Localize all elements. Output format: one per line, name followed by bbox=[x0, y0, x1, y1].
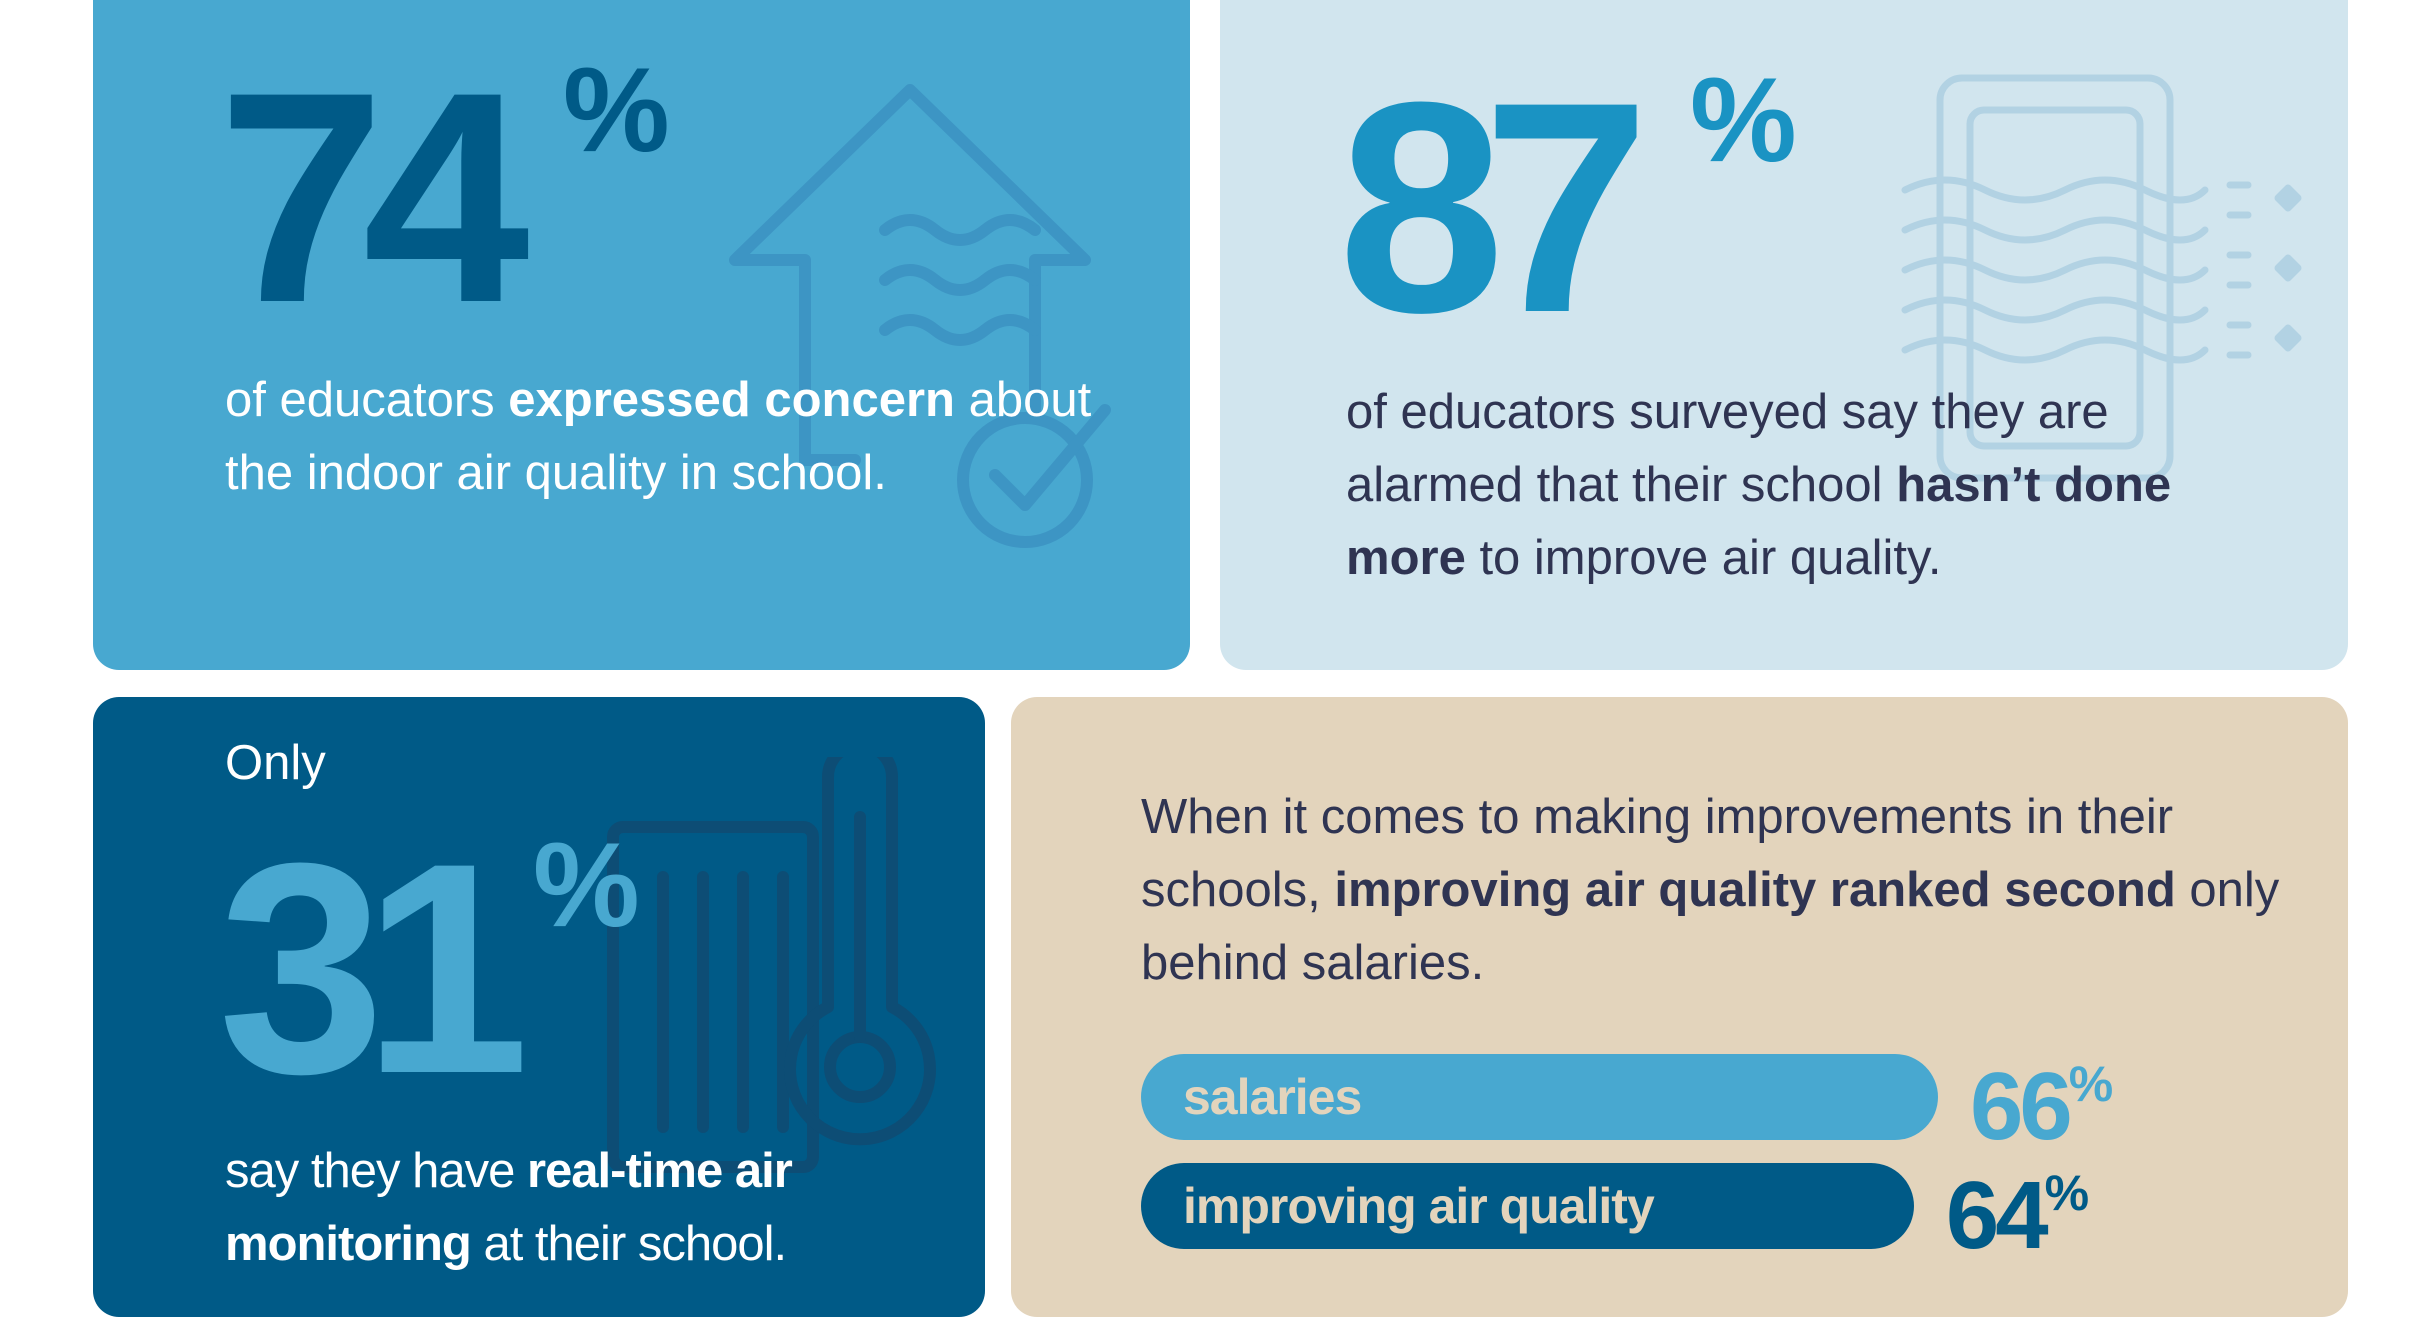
percent-sign: % bbox=[563, 43, 670, 177]
percent-sign: % bbox=[533, 818, 640, 952]
percent-sign: % bbox=[1690, 53, 1797, 187]
stat-lead: Only bbox=[225, 736, 326, 790]
ranking-description: When it comes to making improvements in … bbox=[1141, 790, 2280, 990]
bar-value-salaries: 66% bbox=[1970, 1053, 2114, 1160]
thermometer-vent-icon bbox=[607, 757, 936, 1173]
bar-improving-air-quality: improving air quality bbox=[1141, 1163, 1914, 1249]
stat-description: of educators surveyed say they are alarm… bbox=[1346, 385, 2172, 585]
bar-value-improving-air-quality: 64% bbox=[1945, 1162, 2090, 1269]
stat-number: 31 bbox=[218, 800, 530, 1136]
stat-number: 74 bbox=[218, 29, 530, 365]
stat-description: say they have real-time air monitoring a… bbox=[225, 1144, 793, 1271]
stat-number: 87 bbox=[1338, 39, 1650, 375]
air-purifier-icon bbox=[1901, 74, 2302, 482]
stat-card-indoor-air-concern: 74 % of educators expressed concern abou… bbox=[93, 0, 1190, 670]
stat-card-real-time-monitoring: Only 31 % say they have real-time air mo… bbox=[93, 697, 985, 1317]
bar-salaries: salaries bbox=[1141, 1054, 1938, 1140]
stat-card-school-not-done-more: 87 % of educators surveyed say they are … bbox=[1220, 0, 2348, 670]
stat-description: of educators expressed concern about the… bbox=[225, 373, 1092, 500]
stat-card-improvement-ranking: When it comes to making improvements in … bbox=[1011, 697, 2348, 1317]
house-air-check-icon bbox=[729, 84, 1111, 548]
